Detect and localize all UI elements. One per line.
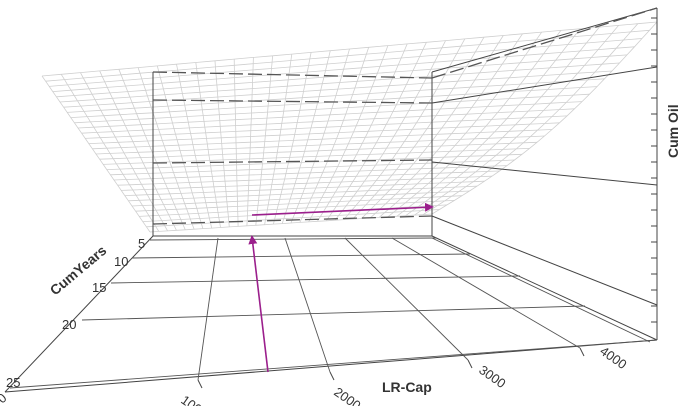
z-axis-title: Cum Oil (665, 104, 681, 158)
side-wall-dash-lines (431, 7, 658, 79)
x-tick-label: 4000 (597, 343, 629, 372)
x-axis-tick-mark (467, 359, 473, 369)
surface-mesh-line (59, 62, 620, 103)
floor-grid-line (131, 253, 471, 259)
floor-grid-line (431, 237, 651, 343)
y-tick-label: 0 (0, 390, 9, 406)
surface-mesh-line (95, 135, 545, 155)
floor-front-edge (4, 339, 658, 393)
plot-box (4, 7, 658, 393)
y-tick-label: 5 (138, 236, 145, 251)
surface-mesh-line (63, 70, 613, 108)
surface-mesh-line (139, 200, 455, 217)
arrow-vertical (248, 235, 269, 373)
surface-mesh-line (113, 165, 508, 181)
floor-grid-line (9, 339, 658, 389)
floor-grid-line (110, 275, 521, 284)
surface-mesh (41, 21, 658, 233)
surface-mesh-line (99, 141, 538, 160)
dash-line-1 (152, 71, 433, 79)
surface-mesh-line (146, 209, 440, 228)
surface-mesh-line (135, 195, 463, 212)
surface-mesh-line (60, 74, 160, 232)
arrow-horizontal (251, 202, 434, 216)
side-wall-top-1 (431, 7, 658, 73)
floor-back-edge (431, 235, 658, 341)
surface-mesh-line (121, 175, 493, 191)
x-axis-tick-mark (329, 371, 335, 381)
y-tick-label: 25 (6, 375, 20, 390)
floor-grid-line (391, 237, 581, 349)
x-axis-tick-mark (197, 379, 203, 389)
side-wall-line-2 (431, 66, 658, 104)
surface-mesh-line (41, 21, 658, 77)
surface-mesh-line (88, 122, 560, 144)
surface-mesh-line (117, 170, 500, 186)
floor-left-edge (4, 235, 154, 393)
side-wall-line-3 (431, 161, 658, 186)
surface-mesh-line (52, 46, 635, 92)
floor-grid (9, 237, 658, 389)
x-tick-label: 2000 (331, 384, 363, 406)
surface-mesh-line (128, 185, 478, 202)
side-dash-1 (431, 7, 658, 79)
x-tick-label: 3000 (476, 362, 508, 391)
z-axis-ticks (651, 17, 657, 323)
back-wall-dash-lines (152, 71, 433, 225)
annotation-arrows (248, 202, 434, 373)
floor-grid-line (197, 237, 219, 381)
floor-grid-line (344, 237, 469, 361)
x-axis-tick-mark (579, 347, 585, 357)
surface-mesh-line (118, 69, 186, 230)
dash-line-4 (152, 215, 433, 225)
surface-mesh-line (110, 159, 515, 176)
surface-mesh-line (56, 54, 628, 98)
surface-mesh-line (431, 21, 658, 215)
y-tick-label: 10 (114, 254, 128, 269)
y-tick-label: 15 (92, 280, 106, 295)
x-axis-title: LR-Cap (382, 379, 432, 395)
surface-mesh-line (81, 108, 575, 134)
y-axis-tick-labels: 0 5 10 15 20 25 (0, 236, 145, 406)
surface-mesh-line (92, 129, 553, 150)
x-tick-label: 1000 (178, 392, 210, 406)
surface-mesh-line (131, 190, 470, 207)
y-tick-label: 20 (62, 317, 76, 332)
surface-mesh-line (74, 93, 590, 124)
surface-mesh-line (77, 101, 583, 129)
surface-mesh-line (106, 153, 523, 170)
surface-mesh-line (85, 115, 568, 139)
floor-grid-line (284, 237, 331, 373)
x-axis-tick-labels: 1000 2000 3000 4000 (178, 343, 629, 406)
dash-line-3 (152, 159, 433, 164)
floor-grid-line (149, 237, 437, 241)
surface-mesh-line (124, 180, 485, 196)
side-wall-line-4 (431, 215, 658, 306)
surface-mesh-line (67, 78, 605, 113)
surface-mesh-line (422, 23, 639, 215)
surface-mesh-line (103, 148, 530, 165)
floor-grid-line (81, 305, 586, 321)
dash-line-2 (152, 99, 433, 104)
surface-mesh-line (49, 38, 643, 87)
